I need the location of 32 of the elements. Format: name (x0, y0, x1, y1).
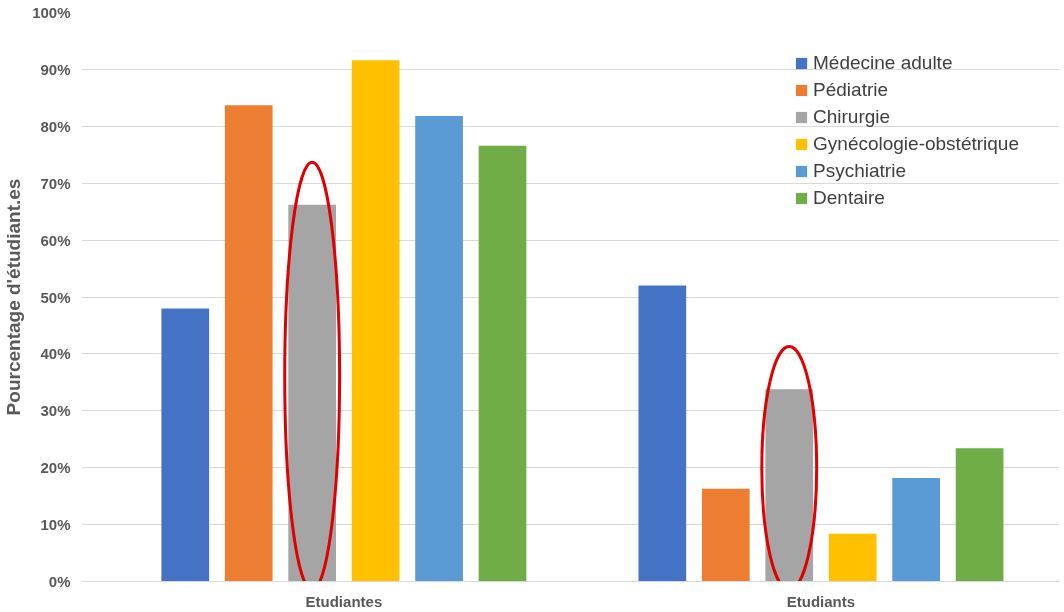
bar (161, 308, 210, 582)
y-tick-label: 30% (40, 402, 71, 420)
legend-label: Pédiatrie (813, 79, 889, 101)
y-tick-label: 90% (40, 60, 71, 78)
legend-label: Psychiatrie (813, 160, 906, 182)
bar (415, 116, 463, 582)
bar (701, 488, 750, 582)
y-tick-label: 100% (32, 4, 71, 21)
bar (478, 145, 527, 582)
y-tick-label: 0% (48, 573, 71, 590)
y-tick-label: 50% (40, 288, 71, 306)
legend-label: Gynécologie-obstétrique (813, 133, 1019, 155)
y-tick-label: 40% (40, 345, 71, 363)
bar (351, 60, 400, 582)
bar (224, 105, 273, 582)
y-tick-label: 80% (40, 117, 71, 135)
y-tick-label: 70% (40, 174, 71, 192)
bar (892, 477, 940, 582)
legend-label: Médecine adulte (813, 52, 953, 74)
bar (288, 204, 337, 582)
legend-label: Chirurgie (813, 106, 891, 128)
legend-label: Dentaire (813, 187, 885, 209)
x-tick-label: Etudiants (786, 592, 856, 610)
y-tick-label: 20% (40, 459, 71, 477)
y-tick-label: 10% (40, 516, 71, 534)
bar (765, 389, 814, 582)
bar (638, 285, 687, 582)
y-tick-label: 60% (40, 231, 71, 249)
bar (955, 448, 1004, 582)
y-axis-title: Pourcentage d'étudiant.es (3, 178, 25, 416)
bar (828, 533, 877, 582)
x-tick-label: Etudiantes (305, 592, 383, 610)
